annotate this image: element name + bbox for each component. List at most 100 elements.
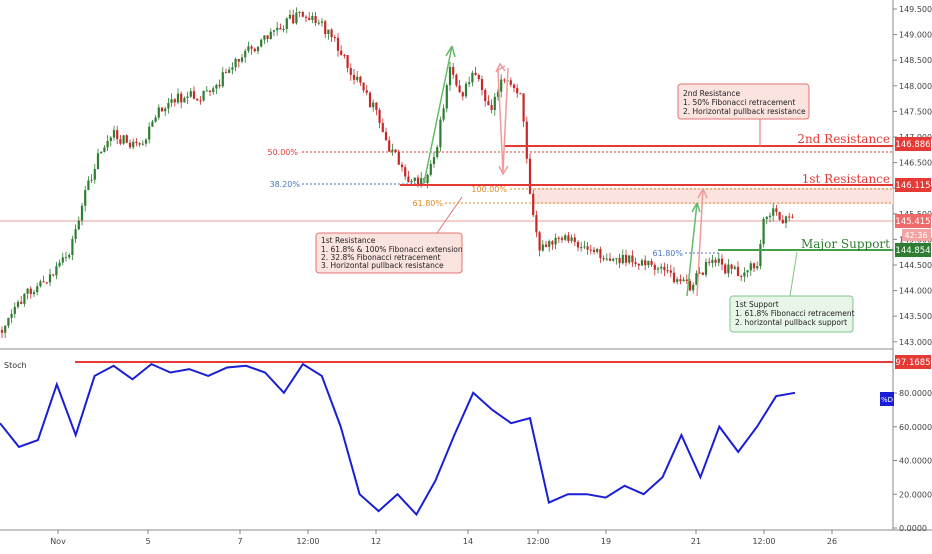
time-tick-label: Nov — [50, 537, 66, 546]
candle-body — [589, 249, 592, 251]
arrow-double-1-heads — [495, 62, 509, 176]
candle-body — [525, 121, 528, 159]
candle-body — [314, 15, 317, 24]
candlestick-series[interactable] — [0, 7, 794, 339]
candle-body — [557, 237, 560, 239]
res2-callout[interactable]: 2nd Resistance 1. 50% Fibonacci retracem… — [677, 83, 810, 146]
candle-body — [624, 254, 628, 263]
second-resistance-label: 2nd Resistance — [797, 132, 890, 146]
candle-body — [503, 79, 506, 81]
res2-callout-line1: 1. 50% Fibonacci retracement — [683, 98, 795, 107]
candle-body — [660, 266, 663, 269]
current-price-text: 145.415 — [895, 217, 930, 227]
candle-body — [580, 247, 583, 249]
candle-body — [375, 102, 378, 110]
candle-body — [672, 272, 676, 282]
candle-body — [455, 74, 458, 86]
candle-body — [708, 261, 711, 263]
candle-body — [637, 263, 640, 266]
candle-body — [173, 99, 176, 103]
support-callout-title: 1st Support — [735, 300, 779, 309]
candle-body — [48, 274, 52, 283]
candle-body — [394, 149, 397, 152]
countdown-text: 42:36 — [904, 231, 927, 240]
stoch-title: Stoch — [4, 361, 27, 370]
arrow-up-2-head — [691, 202, 701, 213]
candle-body — [573, 237, 576, 242]
stoch-d-line[interactable] — [0, 362, 796, 517]
candle-body — [612, 258, 615, 261]
candle-body — [189, 91, 192, 97]
fib-618-label: 61.80% — [412, 199, 443, 208]
price-tick-label: 143.500 — [899, 312, 932, 321]
time-tick-label: 12 — [371, 537, 381, 546]
candle-body — [602, 258, 605, 260]
candle-body — [496, 91, 500, 97]
support-callout-line1: 1. 61.8% Fibonacci retracement — [735, 309, 855, 318]
candle-body — [596, 249, 599, 252]
candle-body — [10, 313, 13, 318]
candle-body — [391, 149, 394, 152]
candle-body — [279, 27, 282, 30]
stoch-axis[interactable]: 80.0000 60.0000 40.0000 20.0000 0.0000 — [893, 389, 932, 533]
candle-body — [752, 263, 756, 269]
res1-callout[interactable]: 1st Resistance 1. 61.8% & 100% Fibonacci… — [315, 196, 463, 274]
support-callout[interactable]: 1st Support 1. 61.8% Fibonacci retraceme… — [729, 251, 855, 333]
candle-body — [688, 280, 692, 291]
time-tick-label: 7 — [237, 537, 242, 546]
arrow-up-3-head — [697, 188, 708, 199]
candle-body — [304, 16, 308, 18]
candle-body — [608, 258, 612, 261]
candle-body — [522, 93, 525, 122]
candle-body — [535, 215, 538, 233]
d-tag: %D — [880, 392, 894, 406]
price-tick-label: 149.000 — [899, 31, 932, 40]
candle-body — [247, 46, 250, 51]
candle-body — [253, 48, 256, 52]
res2-callout-title: 2nd Resistance — [683, 89, 740, 98]
support-price-text: 144.854 — [895, 246, 930, 256]
candle-body — [74, 229, 77, 239]
candle-body — [183, 98, 186, 103]
candle-body — [512, 84, 516, 89]
candle-body — [311, 15, 314, 20]
candle-body — [106, 141, 109, 148]
candle-body — [343, 54, 346, 56]
candle-body — [61, 257, 64, 263]
candle-body — [599, 249, 602, 259]
price-tick-label: 144.000 — [899, 287, 932, 296]
time-tick-label: 21 — [691, 537, 701, 546]
arrow-double-1 — [497, 65, 509, 173]
candle-body — [567, 235, 570, 241]
res1-price-tag: 146.115 — [895, 178, 931, 192]
candle-body — [724, 264, 727, 274]
time-axis[interactable]: Nov 5 7 12:00 12 14 12:00 19 21 12:00 26 — [50, 530, 837, 546]
candle-body — [679, 279, 682, 282]
candle-body — [730, 264, 733, 269]
candle-body — [685, 279, 688, 281]
candle-body — [352, 74, 356, 80]
candle-body — [647, 261, 650, 266]
candle-body — [42, 281, 45, 283]
candle-body — [317, 22, 320, 24]
candle-body — [20, 301, 23, 304]
price-tick-label: 148.500 — [899, 56, 932, 65]
res2-callout-line2: 2. Horizontal pullback resistance — [683, 107, 806, 116]
candle-body — [68, 254, 71, 258]
candle-body — [397, 151, 400, 165]
res2-price-tag: 146.886 — [895, 137, 931, 151]
candle-body — [362, 82, 365, 91]
candle-body — [663, 266, 666, 271]
candle-body — [541, 244, 544, 251]
candle-body — [340, 50, 343, 55]
candle-body — [695, 273, 698, 285]
candle-body — [333, 37, 336, 39]
price-axis[interactable]: 149.500149.000148.500148.000147.500147.0… — [893, 5, 932, 347]
resistance-zone — [533, 188, 893, 204]
candle-body — [285, 18, 288, 29]
fib-618b-label: 61.80% — [652, 249, 683, 258]
candle-body — [448, 67, 452, 86]
price-pane[interactable] — [0, 0, 893, 347]
